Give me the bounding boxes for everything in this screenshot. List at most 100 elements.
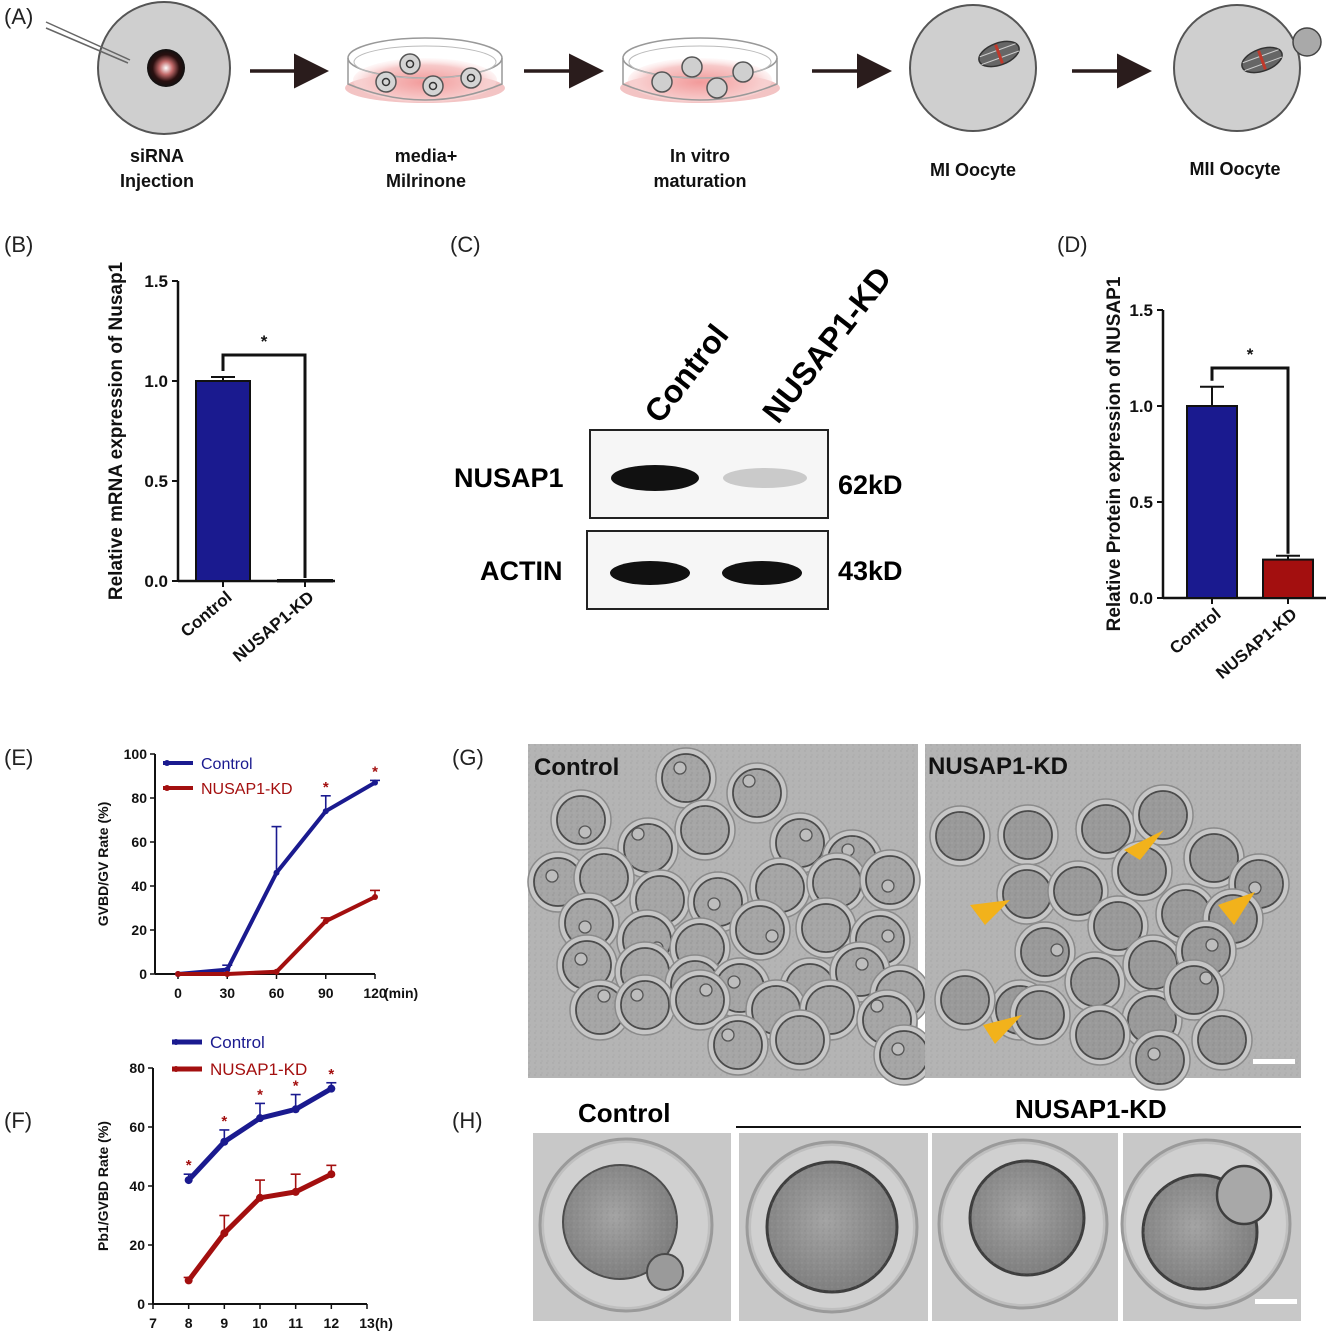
cytoplasm-texture bbox=[733, 769, 781, 817]
series-line-1 bbox=[178, 895, 376, 976]
cytoplasm-texture bbox=[736, 906, 784, 954]
cytoplasm-texture bbox=[662, 754, 710, 802]
y-tick-label: 1.5 bbox=[144, 272, 168, 291]
polar-body bbox=[721, 1028, 735, 1042]
polar-body bbox=[578, 920, 592, 934]
panel-label-h: (H) bbox=[452, 1108, 483, 1133]
step-5-label: MII Oocyte bbox=[1189, 159, 1280, 179]
x-tick-label: 12 bbox=[324, 1315, 340, 1331]
cytoplasm-texture bbox=[1129, 941, 1177, 989]
cytoplasm-texture bbox=[576, 986, 624, 1034]
cytoplasm-texture bbox=[1076, 1011, 1124, 1059]
y-axis-title: Relative Protein expression of NUSAP1 bbox=[1104, 276, 1125, 631]
blot-lane-kd: NUSAP1-KD bbox=[755, 260, 898, 429]
oocyte bbox=[726, 762, 788, 824]
data-point bbox=[224, 971, 231, 977]
cytoplasm-texture bbox=[1118, 847, 1166, 895]
polar-body bbox=[597, 989, 611, 1003]
y-axis-title: GVBD/GV Rate (%) bbox=[95, 802, 111, 926]
micrograph-h-control bbox=[533, 1133, 731, 1321]
oocyte bbox=[996, 863, 1058, 925]
y-tick-label: 0.0 bbox=[1129, 589, 1153, 608]
y-tick-label: 60 bbox=[129, 1119, 145, 1135]
arrowhead-marker-4-icon bbox=[983, 1015, 1022, 1044]
y-axis-title: Relative mRNA expression of Nusap1 bbox=[106, 261, 127, 600]
blot-row-actin: ACTIN 43kD bbox=[480, 530, 903, 610]
data-point bbox=[291, 1105, 300, 1114]
significance-star: * bbox=[328, 1066, 334, 1083]
arrowhead-marker-2-icon bbox=[970, 900, 1010, 925]
oocyte bbox=[795, 897, 857, 959]
blot-lane-control: Control bbox=[637, 318, 735, 430]
significance-bracket bbox=[221, 353, 307, 578]
bar-1 bbox=[1262, 558, 1314, 599]
mii-oocyte-icon bbox=[1173, 4, 1322, 132]
panel-label-b: (B) bbox=[4, 232, 33, 257]
cytoplasm-texture bbox=[534, 858, 582, 906]
x-tick-label: 9 bbox=[220, 1315, 228, 1331]
panel-label-f: (F) bbox=[4, 1108, 32, 1133]
legend-marker bbox=[173, 1066, 179, 1072]
polar-body bbox=[855, 957, 869, 971]
oocyte bbox=[929, 805, 991, 867]
cytoplasm-texture bbox=[1054, 867, 1102, 915]
panel-e: (E) 0 20 40 60 80 100 0 30 60 90 120(min) GVBD/GV R… bbox=[4, 745, 418, 1001]
legend-marker bbox=[164, 785, 170, 791]
cytoplasm-texture bbox=[1139, 791, 1187, 839]
oocyte bbox=[617, 817, 679, 879]
x-tick-label: Control bbox=[177, 588, 236, 641]
oocyte bbox=[1163, 959, 1225, 1021]
polar-body bbox=[630, 988, 644, 1002]
polar-body bbox=[1205, 938, 1219, 952]
cytoplasm-texture bbox=[1004, 811, 1052, 859]
legend-marker bbox=[164, 760, 170, 766]
oocyte bbox=[729, 899, 791, 961]
bar-0 bbox=[195, 380, 251, 582]
polar-body bbox=[707, 897, 721, 911]
cytoplasm-texture bbox=[802, 904, 850, 952]
cytoplasm-texture bbox=[580, 854, 628, 902]
x-tick-label: Control bbox=[1166, 605, 1225, 658]
blot-protein-nusap1: NUSAP1 bbox=[454, 463, 564, 493]
scale-bar-g bbox=[1253, 1059, 1295, 1064]
oocyte bbox=[1129, 1029, 1191, 1091]
chart-f-pb1: 0 20 40 60 80 7 8 9 10 11 12 13 (h) Pb1/GVBD Rate (%)… bbox=[95, 1033, 393, 1331]
y-tick-label: 20 bbox=[131, 922, 147, 938]
micrograph-h-kd-label: NUSAP1-KD bbox=[1015, 1094, 1167, 1124]
x-tick-label: 8 bbox=[185, 1315, 193, 1331]
polar-body bbox=[631, 827, 645, 841]
blot-row-nusap1: NUSAP1 62kD bbox=[454, 429, 903, 519]
bar-0 bbox=[1186, 405, 1238, 599]
x-tick-label: 0 bbox=[174, 985, 182, 1001]
polar-body bbox=[881, 929, 895, 943]
y-tick-label: 0.5 bbox=[144, 472, 168, 491]
oocyte bbox=[1009, 984, 1071, 1046]
polar-body bbox=[574, 952, 588, 966]
panel-label-g: (G) bbox=[452, 745, 484, 770]
step-3-line1: In vitro bbox=[670, 146, 730, 166]
data-point bbox=[322, 918, 329, 925]
polar-body bbox=[881, 879, 895, 893]
x-axis-unit: (h) bbox=[375, 1315, 393, 1331]
x-axis-unit: (min) bbox=[384, 985, 418, 1001]
chart-e-gvbd: 0 20 40 60 80 100 0 30 60 90 120(min) GVBD/GV Rate … bbox=[95, 746, 418, 1001]
x-tick-label: 120 bbox=[363, 985, 387, 1001]
y-tick-label: 0 bbox=[139, 966, 147, 982]
cytoplasm-texture bbox=[941, 976, 989, 1024]
oocyte bbox=[1069, 1004, 1131, 1066]
step-1-line1: siRNA bbox=[130, 146, 184, 166]
panel-f: (F) 0 20 40 60 80 7 8 9 10 11 12 13 (h) Pb1/GVBD Rate… bbox=[4, 1033, 393, 1331]
data-point bbox=[220, 1229, 229, 1238]
panel-label-d: (D) bbox=[1057, 232, 1088, 257]
x-tick-label: 90 bbox=[318, 985, 334, 1001]
significance-star: * bbox=[1247, 345, 1254, 364]
step-2-line1: media+ bbox=[395, 146, 458, 166]
panel-label-a: (A) bbox=[4, 4, 33, 29]
significance-star: * bbox=[293, 1078, 299, 1095]
x-tick-label: 10 bbox=[252, 1315, 268, 1331]
step-2-line2: Milrinone bbox=[386, 171, 466, 191]
oocyte bbox=[769, 1009, 831, 1071]
data-point bbox=[256, 1193, 264, 1202]
